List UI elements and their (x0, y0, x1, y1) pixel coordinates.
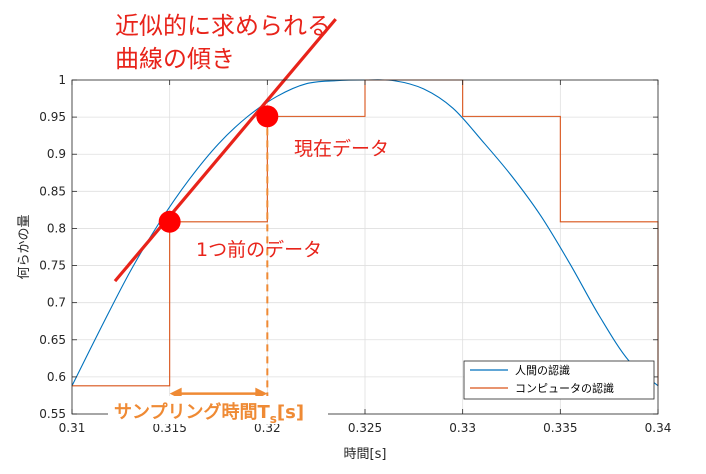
x-tick-label: 0.315 (152, 421, 186, 435)
slope-line (113, 18, 337, 283)
current-data-dot (256, 105, 279, 128)
y-tick-label: 0.6 (47, 370, 66, 384)
slope-title-line2: 曲線の傾き (115, 45, 235, 73)
y-tick-label: 0.95 (39, 110, 66, 124)
legend-label-human: 人間の認識 (515, 363, 570, 377)
x-tick-label: 0.335 (543, 421, 577, 435)
x-tick-label: 0.32 (254, 421, 281, 435)
y-tick-label: 0.55 (39, 407, 66, 421)
previous-data-dot (158, 210, 181, 233)
y-tick-label: 0.7 (47, 296, 66, 310)
sampling-label-suffix: [s] (277, 402, 304, 423)
x-axis-label: 時間[s] (344, 447, 387, 462)
x-tick-label: 0.31 (59, 421, 86, 435)
y-axis-label: 何らかの量 (16, 214, 32, 279)
y-tick-label: 0.9 (47, 147, 66, 161)
previous-data-label: 1つ前のデータ (196, 239, 322, 261)
legend-label-computer: コンピュータの認識 (515, 381, 614, 395)
y-tick-label: 0.8 (47, 221, 66, 235)
y-axis-ticks: 0.55 0.6 0.65 0.7 0.75 0.8 0.85 0.9 0.95 1 (39, 73, 658, 421)
legend: 人間の認識 コンピュータの認識 (463, 360, 655, 400)
slope-title-line1: 近似的に求められる (115, 12, 331, 40)
y-tick-label: 0.75 (39, 259, 66, 273)
current-data-label: 現在データ (294, 138, 389, 160)
x-axis-ticks: 0.31 0.315 0.32 0.325 0.33 0.335 0.34 (59, 80, 672, 435)
sampling-label-sub: s (270, 412, 277, 426)
x-tick-label: 0.33 (449, 421, 476, 435)
sampling-label-main: サンプリング時間T (114, 401, 270, 423)
annotation-layer (113, 18, 337, 420)
legend-box (463, 360, 655, 400)
y-tick-label: 0.85 (39, 184, 66, 198)
sampling-label-bg (108, 396, 328, 424)
x-tick-label: 0.34 (645, 421, 672, 435)
x-tick-label: 0.325 (348, 421, 382, 435)
y-tick-label: 1 (58, 73, 66, 87)
y-tick-label: 0.65 (39, 333, 66, 347)
sampling-label: サンプリング時間Ts[s] (114, 401, 304, 426)
